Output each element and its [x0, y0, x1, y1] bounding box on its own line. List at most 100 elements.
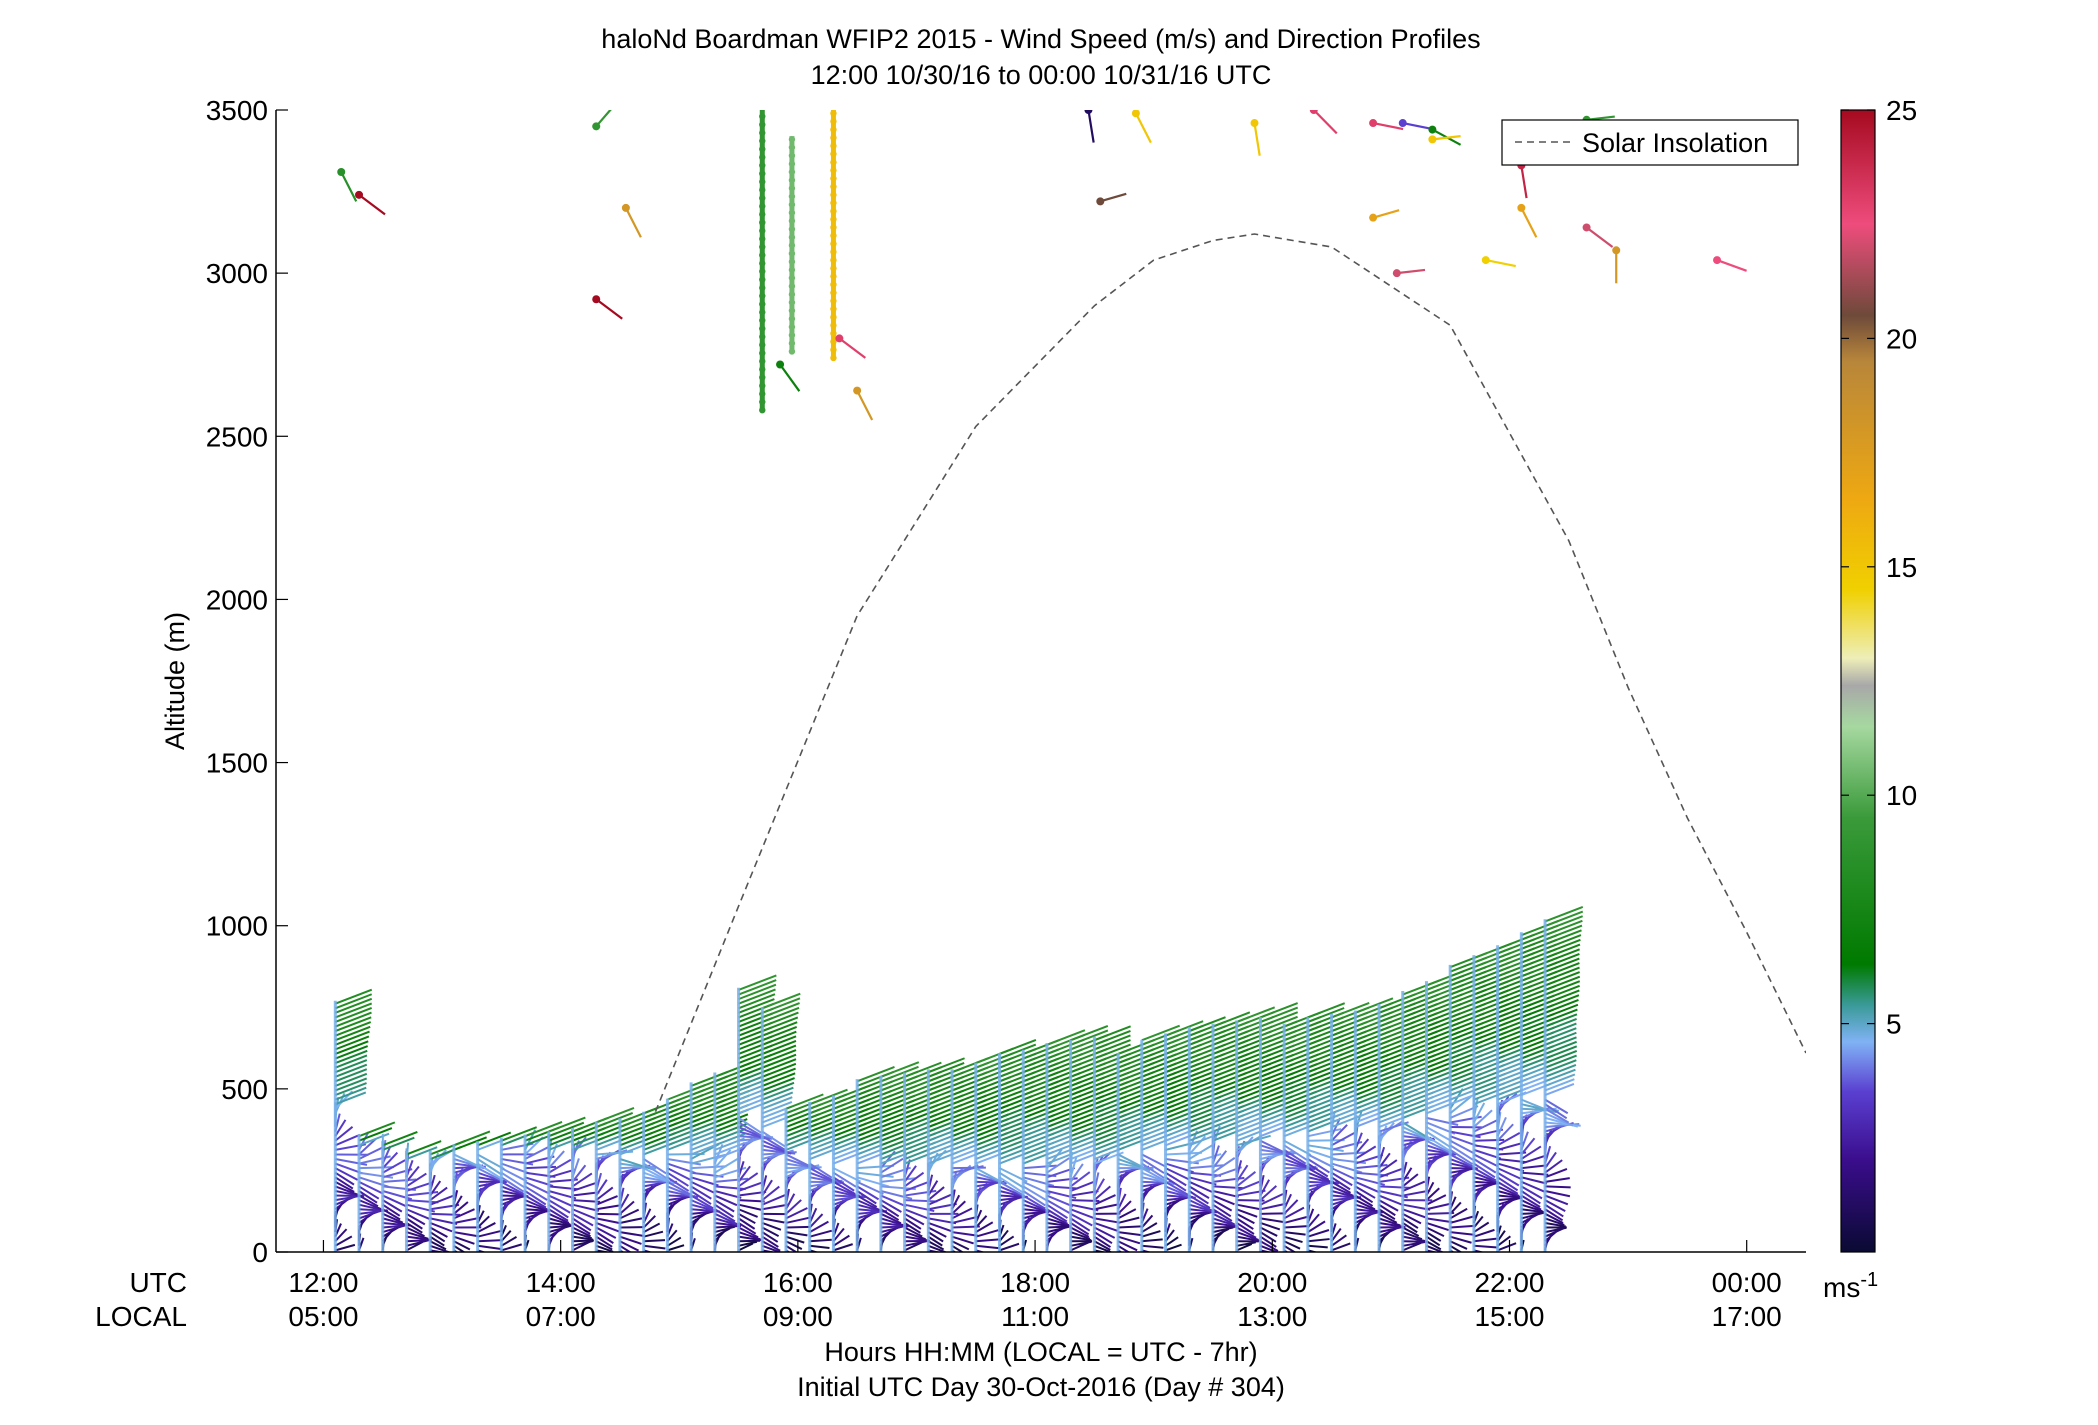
wind-barb [1260, 1002, 1299, 1019]
wind-barb [1473, 1167, 1497, 1182]
wind-barb [619, 1240, 640, 1252]
wind-barb [1188, 1016, 1226, 1033]
wind-barb [1046, 1208, 1068, 1223]
wind-barb [1141, 1244, 1164, 1249]
upper-level-barb [1517, 203, 1538, 238]
wind-barb [358, 1131, 370, 1151]
wind-barb [1283, 1144, 1308, 1161]
wind-barb [453, 1244, 466, 1252]
barb-dot [759, 309, 766, 316]
wind-barb [1307, 1139, 1345, 1142]
wind-barb [334, 1021, 372, 1037]
barb-shaft [779, 363, 801, 392]
wind-barb [619, 1200, 635, 1215]
wind-barb [595, 1195, 618, 1206]
wind-barb [1378, 1167, 1405, 1179]
barb-shaft [1432, 135, 1461, 141]
wind-barb [382, 1151, 399, 1169]
barb-dot [830, 183, 837, 190]
wind-barb [927, 1231, 944, 1243]
wind-barb [1544, 989, 1580, 1005]
wind-barb [1046, 1199, 1071, 1214]
wind-barb [1164, 1176, 1187, 1192]
wind-barb [334, 1228, 348, 1242]
wind-barb [808, 1213, 824, 1229]
wind-barb [785, 1153, 812, 1168]
x-tick-label-local: 17:00 [1712, 1301, 1782, 1332]
wind-barb [1188, 1194, 1211, 1209]
wind-barb [1212, 1011, 1251, 1028]
wind-barb [1283, 1139, 1312, 1156]
wind-barb [1544, 924, 1583, 941]
wind-barb [1094, 1039, 1131, 1055]
wind-barb [1141, 1238, 1163, 1243]
wind-barb [1331, 1171, 1353, 1187]
wind-barb [548, 1150, 565, 1169]
wind-barb [382, 1194, 407, 1208]
barb-dot [337, 167, 346, 176]
wind-barb [572, 1235, 594, 1241]
wind-barb [904, 1217, 922, 1230]
wind-barb [595, 1235, 613, 1248]
wind-barb [761, 1006, 800, 1023]
barb-dot [759, 137, 766, 145]
wind-barb [761, 1021, 798, 1037]
barb-dot [788, 193, 796, 200]
barb-dot [830, 142, 837, 150]
barb-dot [830, 305, 837, 313]
wind-barb [761, 1072, 796, 1087]
wind-barb [1473, 1221, 1490, 1233]
wind-barb [927, 1240, 945, 1251]
wind-barb [1283, 1149, 1307, 1165]
barb-dot [830, 297, 837, 305]
colorbar-tick-label: 15 [1886, 552, 1917, 583]
wind-barb [690, 1185, 712, 1200]
barb-shaft [358, 193, 386, 216]
wind-barb [525, 1165, 557, 1170]
wind-barb [738, 983, 777, 1001]
wind-barb [1521, 1203, 1543, 1213]
wind-profile [523, 1121, 563, 1252]
wind-barb [334, 1054, 368, 1069]
wind-barb [785, 1235, 805, 1244]
wind-barb [1497, 1162, 1525, 1173]
wind-barb [1212, 1150, 1228, 1169]
wind-barb [477, 1239, 503, 1243]
wind-barb [1093, 1235, 1112, 1248]
barb-dot [1369, 119, 1378, 128]
wind-barb [1544, 966, 1580, 982]
wind-barb [1544, 994, 1580, 1010]
barb-dot [759, 170, 766, 177]
wind-barb [927, 1180, 939, 1197]
wind-barb [596, 1212, 622, 1216]
x-tick-label-local: 07:00 [526, 1301, 596, 1332]
wind-barb [975, 1244, 1000, 1250]
wind-barb [1402, 1121, 1430, 1140]
wind-barb [738, 1117, 762, 1134]
wind-barb [809, 1220, 829, 1233]
x-tick-label-utc: 22:00 [1474, 1267, 1544, 1298]
wind-barb [738, 1212, 756, 1225]
wind-barb [1354, 1194, 1374, 1207]
wind-barb [1117, 1231, 1142, 1237]
wind-barb [335, 1243, 356, 1252]
wind-barb [1093, 1231, 1113, 1245]
wind-barb [785, 1231, 808, 1237]
wind-barb [1544, 984, 1580, 1001]
wind-barb [761, 1135, 786, 1151]
wind-barb [1212, 1190, 1239, 1198]
wind-barb [524, 1185, 548, 1201]
wind-barb [832, 1176, 855, 1192]
wind-barb [1378, 1185, 1411, 1189]
wind-barb [1544, 1036, 1577, 1051]
wind-barb [1426, 1217, 1453, 1224]
wind-barb [358, 1138, 377, 1156]
wind-barb [1544, 1107, 1570, 1124]
wind-barb [904, 1226, 923, 1238]
wind-barb [524, 1194, 547, 1209]
wind-barb [572, 1231, 593, 1240]
x-tick-label-utc: 12:00 [288, 1267, 358, 1298]
wind-barb [1188, 1180, 1213, 1193]
y-tick-label: 1500 [206, 748, 268, 779]
wind-barb [1544, 1054, 1577, 1069]
